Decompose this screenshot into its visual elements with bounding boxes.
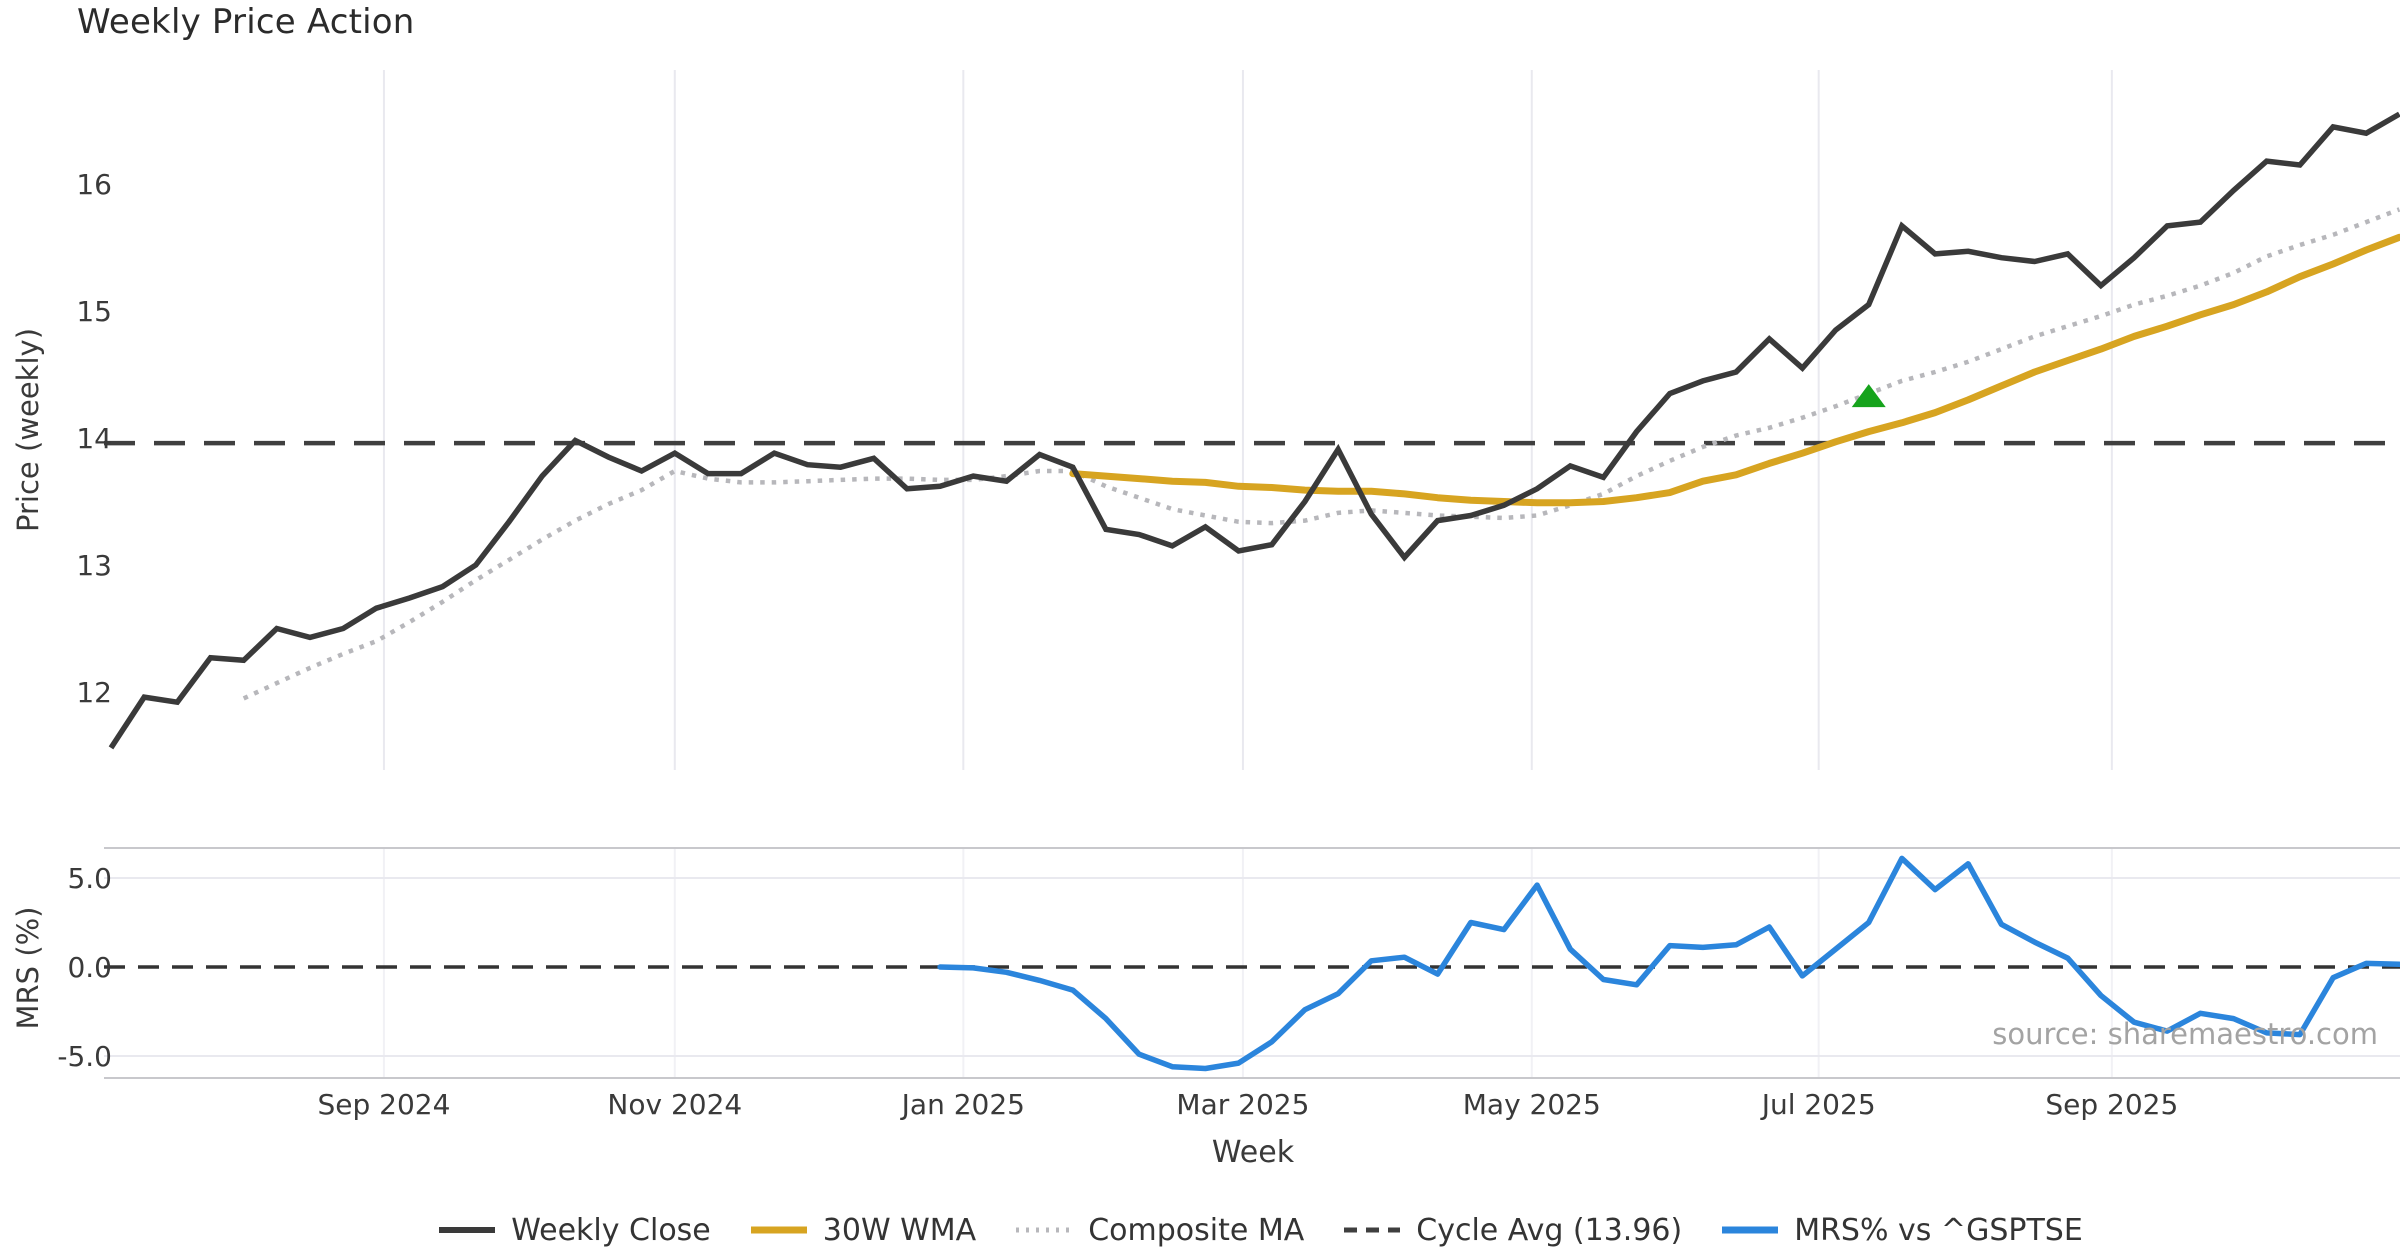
legend-item-mrs: MRS% vs ^GSPTSE [1720,1213,2083,1248]
price-tick-label: 14 [76,422,112,455]
line-swatch-icon [750,1226,807,1234]
legend-item-composite-ma: Composite MA [1014,1213,1304,1248]
x-tick-label: Sep 2024 [317,1088,450,1121]
price-tick-label: 15 [76,295,112,328]
x-axis-label: Week [1212,1135,1295,1170]
weekly-close-line [108,111,2400,750]
mrs-axis-label: MRS (%) [11,907,45,1030]
legend-label: Composite MA [1088,1212,1305,1248]
mrs-tick-label: 5.0 [67,862,112,895]
legend-label: Weekly Close [511,1212,711,1248]
composite-ma-line [242,207,2400,701]
mrs-tick-label: -5.0 [57,1040,112,1073]
wma-30w-line [1069,233,2400,507]
mrs-line [937,855,2400,1072]
legend-label: MRS% vs ^GSPTSE [1794,1212,2083,1248]
price-tick-label: 16 [76,168,112,201]
dotted-line-swatch-icon [1016,1227,1073,1233]
series-layer [104,111,2400,1072]
dashed-line-swatch-icon [1344,1227,1401,1233]
grid-layer [104,70,2400,1079]
line-swatch-icon [439,1227,496,1233]
price-axis-label: Price (weekly) [11,328,45,532]
price-tick-label: 13 [76,549,112,582]
chart-title: Weekly Price Action [77,2,415,42]
legend-item-30w-wma: 30W WMA [749,1213,976,1248]
legend-item-cycle-avg: Cycle Avg (13.96) [1342,1213,1682,1248]
line-swatch-icon [1722,1226,1779,1234]
mrs-tick-label: 0.0 [67,951,112,984]
legend-label: Cycle Avg (13.96) [1416,1212,1683,1248]
x-tick-label: Mar 2025 [1176,1088,1309,1121]
legend-item-weekly-close: Weekly Close [437,1213,711,1248]
x-tick-label: Sep 2025 [2045,1088,2178,1121]
tick-layer: 16 15 14 13 12 5.0 0.0 -5.0 Sep 2024 Nov 2024 Jan … [57,168,2178,1121]
price-tick-label: 12 [76,676,112,709]
source-note: source: sharemaestro.com [1992,1017,2378,1051]
chart-legend: Weekly Close 30W WMA Composite MA Cycle … [0,1204,2400,1256]
x-tick-label: Jul 2025 [1760,1088,1876,1121]
x-tick-label: Jan 2025 [900,1088,1025,1121]
legend-label: 30W WMA [822,1212,977,1248]
x-tick-label: May 2025 [1463,1088,1601,1121]
x-tick-label: Nov 2024 [607,1088,742,1121]
signal-triangle-marker [1851,384,1886,408]
